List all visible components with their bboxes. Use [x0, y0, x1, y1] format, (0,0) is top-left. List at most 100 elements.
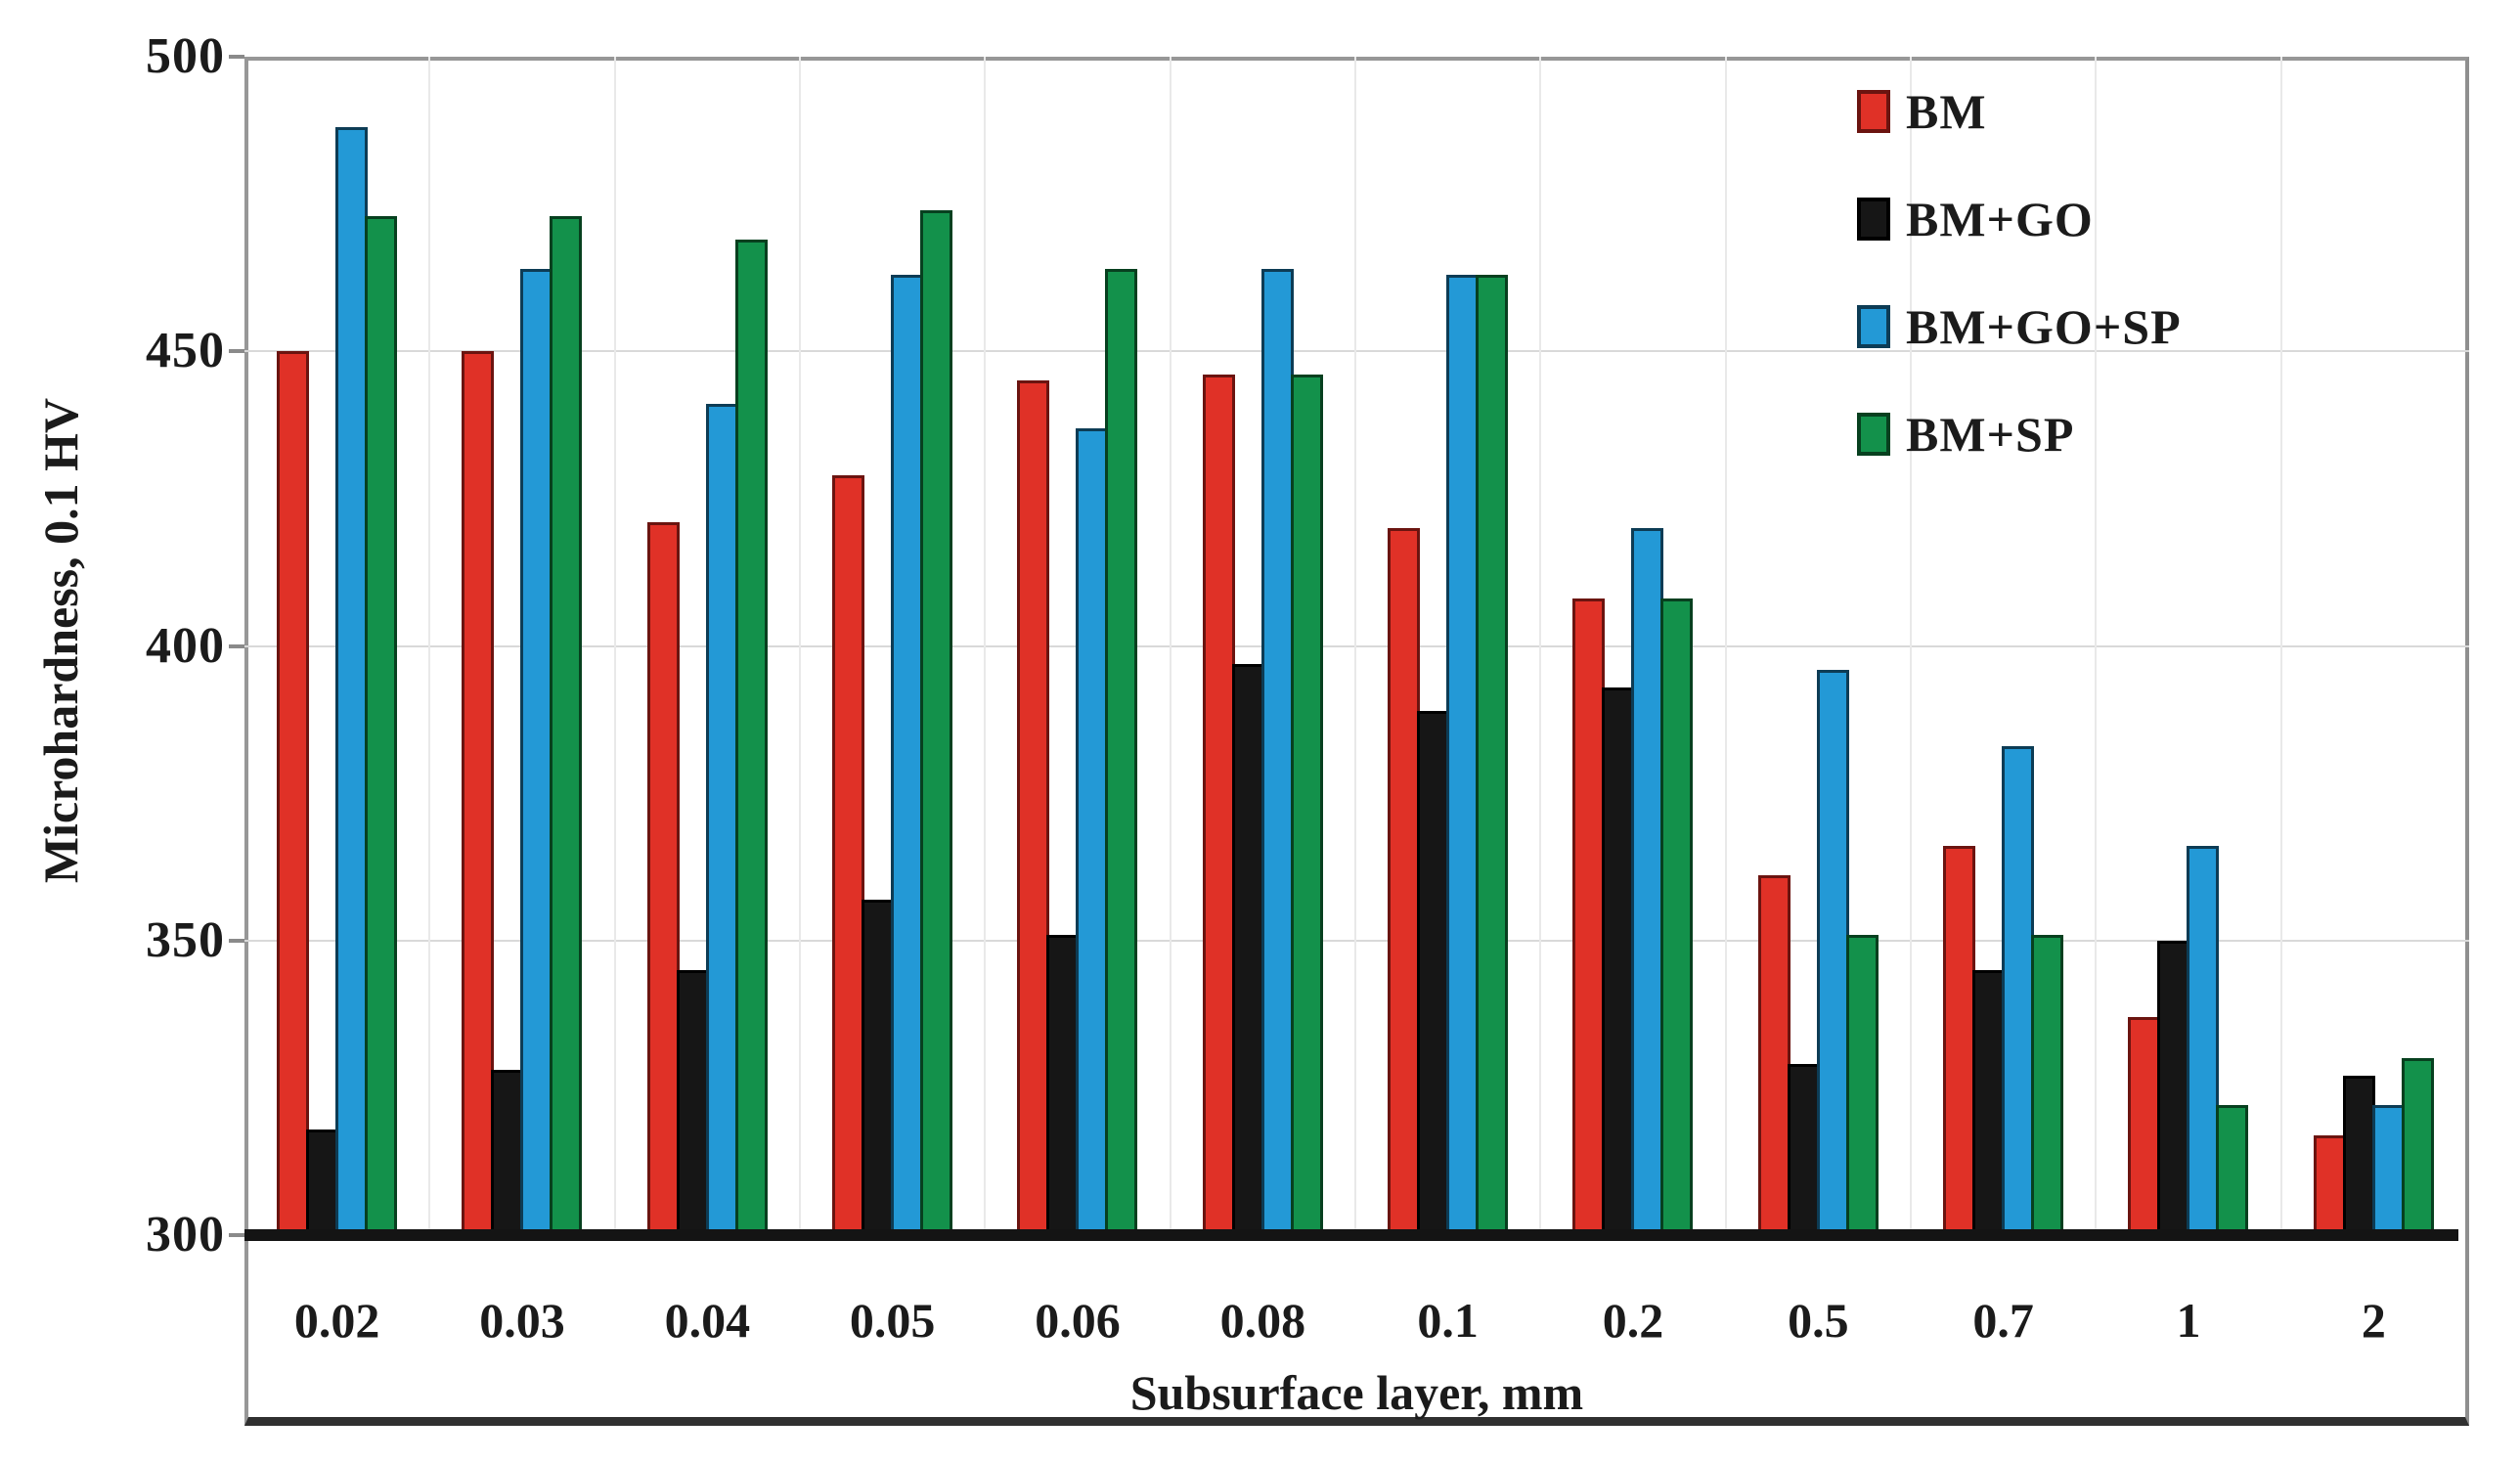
- bar-group-0.06: [985, 57, 1170, 1235]
- legend-swatch-BM: [1857, 90, 1890, 133]
- bar-BM-0.5: [1757, 875, 1791, 1235]
- bar-group-0.02: [244, 57, 429, 1235]
- y-tick-mark: [229, 55, 244, 59]
- bar-BM+GO+SP-0.05: [891, 275, 924, 1235]
- bar-BM+GO-0.05: [862, 900, 895, 1235]
- x-tick-label-0.02: 0.02: [293, 1293, 380, 1348]
- x-axis-baseline: [244, 1229, 2458, 1241]
- vertical-gridline: [2095, 57, 2098, 1235]
- horizontal-gridline-350: [244, 939, 2469, 942]
- bar-BM+GO+SP-0.08: [1260, 269, 1294, 1235]
- bar-group-0.5: [1726, 57, 1911, 1235]
- bar-BM+GO-0.1: [1417, 711, 1450, 1235]
- x-axis-title: Subsurface layer, mm: [1129, 1365, 1584, 1420]
- legend-item-BM+SP: BM+SP: [1857, 409, 2182, 460]
- bar-group-0.1: [1355, 57, 1540, 1235]
- horizontal-gridline-400: [244, 644, 2469, 647]
- vertical-gridline: [1539, 57, 1542, 1235]
- horizontal-gridline-450: [244, 350, 2469, 353]
- bar-BM+SP-0.08: [1290, 375, 1323, 1235]
- bar-BM-0.02: [277, 351, 310, 1235]
- y-tick-mark: [229, 643, 244, 648]
- bar-BM+GO-0.08: [1231, 664, 1264, 1235]
- x-tick-label-0.04: 0.04: [664, 1293, 751, 1348]
- bar-BM+GO-1: [2157, 941, 2190, 1235]
- x-tick-label-0.06: 0.06: [1035, 1293, 1121, 1348]
- x-tick-label-0.5: 0.5: [1788, 1293, 1849, 1348]
- bar-BM+GO-0.06: [1046, 935, 1080, 1235]
- vertical-gridline: [1724, 57, 1727, 1235]
- bar-BM+SP-0.5: [1845, 935, 1879, 1235]
- bar-BM+SP-0.2: [1660, 598, 1694, 1235]
- bar-group-0.05: [800, 57, 985, 1235]
- x-tick-label-0.05: 0.05: [849, 1293, 936, 1348]
- bar-group-0.08: [1171, 57, 1355, 1235]
- y-tick-mark: [229, 349, 244, 354]
- bar-BM+GO-0.03: [491, 1070, 524, 1235]
- bar-BM-0.7: [1943, 846, 1976, 1235]
- bar-BM+GO-2: [2342, 1076, 2375, 1235]
- bar-BM+SP-0.02: [365, 216, 398, 1235]
- y-tick-label-500: 500: [146, 28, 225, 84]
- bar-BM+SP-2: [2401, 1058, 2434, 1235]
- vertical-gridline: [428, 57, 431, 1235]
- bar-BM+SP-0.03: [550, 216, 583, 1235]
- y-tick-label-450: 450: [146, 323, 225, 379]
- x-tick-label-0.03: 0.03: [479, 1293, 565, 1348]
- legend-label-BM+GO: BM+GO: [1906, 192, 2094, 246]
- bar-group-0.2: [1540, 57, 1725, 1235]
- bar-BM+GO-0.5: [1787, 1064, 1820, 1235]
- bar-BM+SP-1: [2216, 1105, 2249, 1235]
- legend-item-BM+GO+SP: BM+GO+SP: [1857, 301, 2182, 352]
- vertical-gridline: [1169, 57, 1172, 1235]
- legend-label-BM+GO+SP: BM+GO+SP: [1906, 299, 2182, 354]
- bar-BM-0.04: [646, 522, 680, 1235]
- bar-BM+GO+SP-2: [2371, 1105, 2405, 1235]
- bar-BM+SP-0.1: [1476, 275, 1509, 1235]
- vertical-gridline: [1354, 57, 1356, 1235]
- bar-BM-0.08: [1202, 375, 1235, 1235]
- bar-group-0.04: [615, 57, 800, 1235]
- x-tick-label-0.1: 0.1: [1417, 1293, 1479, 1348]
- legend-item-BM: BM: [1857, 86, 2182, 137]
- legend-swatch-BM+GO+SP: [1857, 305, 1890, 348]
- bar-BM+SP-0.05: [920, 210, 953, 1235]
- bar-BM+SP-0.7: [2031, 935, 2064, 1235]
- x-tick-label-0.08: 0.08: [1219, 1293, 1306, 1348]
- y-tick-label-350: 350: [146, 911, 225, 968]
- bar-BM-0.06: [1017, 380, 1050, 1235]
- legend-swatch-BM+GO: [1857, 198, 1890, 241]
- bar-group-2: [2281, 57, 2466, 1235]
- bar-group-0.7: [1911, 57, 2096, 1235]
- bar-BM-0.2: [1572, 598, 1606, 1235]
- bar-BM+GO-0.2: [1602, 687, 1635, 1235]
- bar-BM-1: [2128, 1017, 2161, 1235]
- bar-BM+GO+SP-0.04: [705, 404, 738, 1235]
- bar-BM+GO-0.7: [1972, 970, 2006, 1235]
- y-tick-mark: [229, 938, 244, 943]
- bar-BM+GO+SP-0.1: [1446, 275, 1480, 1235]
- legend-item-BM+GO: BM+GO: [1857, 194, 2182, 244]
- bar-BM-0.03: [462, 351, 495, 1235]
- bar-group-1: [2096, 57, 2280, 1235]
- bar-BM+GO+SP-1: [2187, 846, 2220, 1235]
- x-tick-label-2: 2: [2361, 1293, 2386, 1348]
- legend: BM BM+GO BM+GO+SP BM+SP: [1857, 86, 2182, 460]
- bar-BM+GO-0.04: [676, 970, 709, 1235]
- bar-BM+GO-0.02: [306, 1130, 339, 1235]
- bar-group-0.03: [429, 57, 614, 1235]
- bar-BM+GO+SP-0.2: [1631, 528, 1664, 1235]
- legend-swatch-BM+SP: [1857, 413, 1890, 456]
- vertical-gridline: [2279, 57, 2282, 1235]
- bar-BM+SP-0.06: [1105, 269, 1138, 1235]
- bar-BM+GO+SP-0.7: [2002, 746, 2035, 1235]
- bar-BM+GO+SP-0.06: [1076, 428, 1109, 1235]
- y-tick-label-400: 400: [146, 617, 225, 674]
- bar-BM-0.05: [832, 475, 865, 1235]
- x-tick-label-0.7: 0.7: [1972, 1293, 2034, 1348]
- y-tick-label-300: 300: [146, 1207, 225, 1263]
- y-tick-mark: [229, 1233, 244, 1237]
- legend-label-BM+SP: BM+SP: [1906, 407, 2075, 462]
- legend-label-BM: BM: [1906, 84, 1987, 139]
